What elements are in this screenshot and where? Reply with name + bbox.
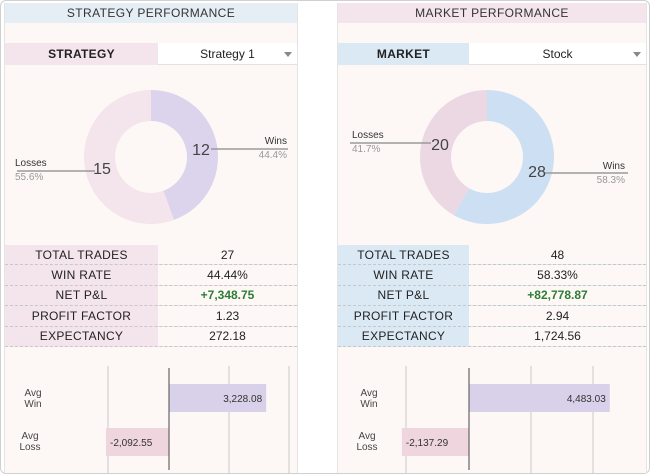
gridlines <box>405 366 594 473</box>
stat-row-profit-factor: PROFIT FACTOR 1.23 <box>5 306 297 327</box>
donut-ring <box>84 90 219 224</box>
avg-win-loss-chart: Avg Win Avg Loss 3,228.08 -2,092.55 <box>19 366 290 473</box>
stat-label: WIN RATE <box>51 268 112 283</box>
chevron-down-icon[interactable] <box>284 52 292 57</box>
wins-label: Wins <box>603 161 625 172</box>
losses-slice <box>420 90 487 216</box>
wins-slice <box>453 90 554 224</box>
win-loss-donut-chart: Losses 41.7% 20 28 Wins 58.3% <box>350 90 628 224</box>
chevron-down-icon[interactable] <box>633 52 641 57</box>
market-dropdown[interactable]: Stock <box>469 43 646 65</box>
stat-row-win-rate: WIN RATE 58.33% <box>338 265 646 286</box>
avg-loss-label-line2: Loss <box>356 442 377 453</box>
stat-value: 27 <box>158 245 297 265</box>
avg-loss-bar <box>401 428 469 456</box>
losses-count: 15 <box>93 161 111 178</box>
stat-label: NET P&L <box>377 288 430 303</box>
avg-win-label-line1: Avg <box>360 388 377 399</box>
donut-ring <box>420 90 554 224</box>
losses-label: Losses <box>15 158 47 169</box>
wins-count: 12 <box>192 142 210 159</box>
avg-loss-label-line2: Loss <box>19 442 40 453</box>
strategy-selector: STRATEGY Strategy 1 <box>5 43 297 65</box>
stats-table: TOTAL TRADES 48 WIN RATE 58.33% NET P&L … <box>338 245 646 347</box>
avg-loss-value: -2,092.55 <box>110 438 153 449</box>
panel-title: MARKET PERFORMANCE <box>338 3 646 23</box>
selector-label: STRATEGY <box>5 43 158 65</box>
stat-row-win-rate: WIN RATE 44.44% <box>5 265 297 286</box>
stat-row-expectancy: EXPECTANCY 272.18 <box>5 326 297 347</box>
avg-win-loss-chart: Avg Win Avg Loss 4,483.03 -2,137.29 <box>356 366 610 473</box>
stat-label: EXPECTANCY <box>361 329 446 344</box>
win-loss-donut-chart: Losses 55.6% 15 12 Wins 44.4% <box>15 90 288 224</box>
wins-label: Wins <box>265 136 287 147</box>
stat-label: NET P&L <box>55 288 108 303</box>
avg-win-label-line2: Win <box>24 399 41 410</box>
stat-row-net-pnl: NET P&L +82,778.87 <box>338 285 646 307</box>
avg-win-bar <box>169 384 267 412</box>
stats-table: TOTAL TRADES 27 WIN RATE 44.44% NET P&L … <box>5 245 297 347</box>
stat-label: PROFIT FACTOR <box>31 308 132 323</box>
stat-value: 2.94 <box>469 306 646 326</box>
avg-loss-value: -2,137.29 <box>406 438 449 449</box>
avg-loss-label-line1: Avg <box>21 431 38 442</box>
strategy-dropdown[interactable]: Strategy 1 <box>158 43 297 65</box>
stat-row-total-trades: TOTAL TRADES 48 <box>338 245 646 266</box>
losses-label: Losses <box>352 130 384 141</box>
wins-percent: 58.3% <box>597 175 625 186</box>
stat-value: 58.33% <box>469 265 646 285</box>
avg-win-value: 3,228.08 <box>223 394 262 405</box>
wins-count: 28 <box>528 164 546 181</box>
stat-value: 1,724.56 <box>469 326 646 346</box>
stat-value: +7,348.75 <box>158 285 297 306</box>
selected-value: Strategy 1 <box>200 47 255 61</box>
wins-percent: 44.4% <box>259 150 287 161</box>
stat-value: 1.23 <box>158 306 297 326</box>
stat-row-expectancy: EXPECTANCY 1,724.56 <box>338 326 646 347</box>
stat-label: TOTAL TRADES <box>35 247 128 262</box>
stat-label: TOTAL TRADES <box>357 247 450 262</box>
gridlines <box>107 366 290 473</box>
stat-row-net-pnl: NET P&L +7,348.75 <box>5 285 297 307</box>
losses-slice <box>84 90 175 224</box>
strategy-performance-panel: STRATEGY PERFORMANCE STRATEGY Strategy 1… <box>4 3 298 473</box>
stat-value: +82,778.87 <box>469 285 646 306</box>
stat-label: PROFIT FACTOR <box>353 308 454 323</box>
losses-percent: 55.6% <box>15 172 43 183</box>
avg-win-bar <box>469 384 610 412</box>
stat-label: EXPECTANCY <box>39 329 124 344</box>
avg-loss-label-line1: Avg <box>358 431 375 442</box>
selected-value: Stock <box>542 47 573 61</box>
losses-percent: 41.7% <box>352 144 380 155</box>
stat-row-total-trades: TOTAL TRADES 27 <box>5 245 297 266</box>
avg-loss-bar <box>106 428 169 456</box>
stat-row-profit-factor: PROFIT FACTOR 2.94 <box>338 306 646 327</box>
panel-title: STRATEGY PERFORMANCE <box>5 3 297 23</box>
stat-value: 48 <box>469 245 646 265</box>
market-selector: MARKET Stock <box>338 43 646 65</box>
stat-value: 44.44% <box>158 265 297 285</box>
selector-label: MARKET <box>338 43 469 65</box>
stat-value: 272.18 <box>158 326 297 346</box>
wins-slice <box>151 90 219 220</box>
stat-label: WIN RATE <box>373 268 434 283</box>
avg-win-label-line2: Win <box>360 399 377 410</box>
market-performance-panel: MARKET PERFORMANCE MARKET Stock Losses 4… <box>337 3 647 473</box>
losses-count: 20 <box>431 137 449 154</box>
avg-win-value: 4,483.03 <box>567 394 606 405</box>
avg-win-label-line1: Avg <box>24 388 41 399</box>
